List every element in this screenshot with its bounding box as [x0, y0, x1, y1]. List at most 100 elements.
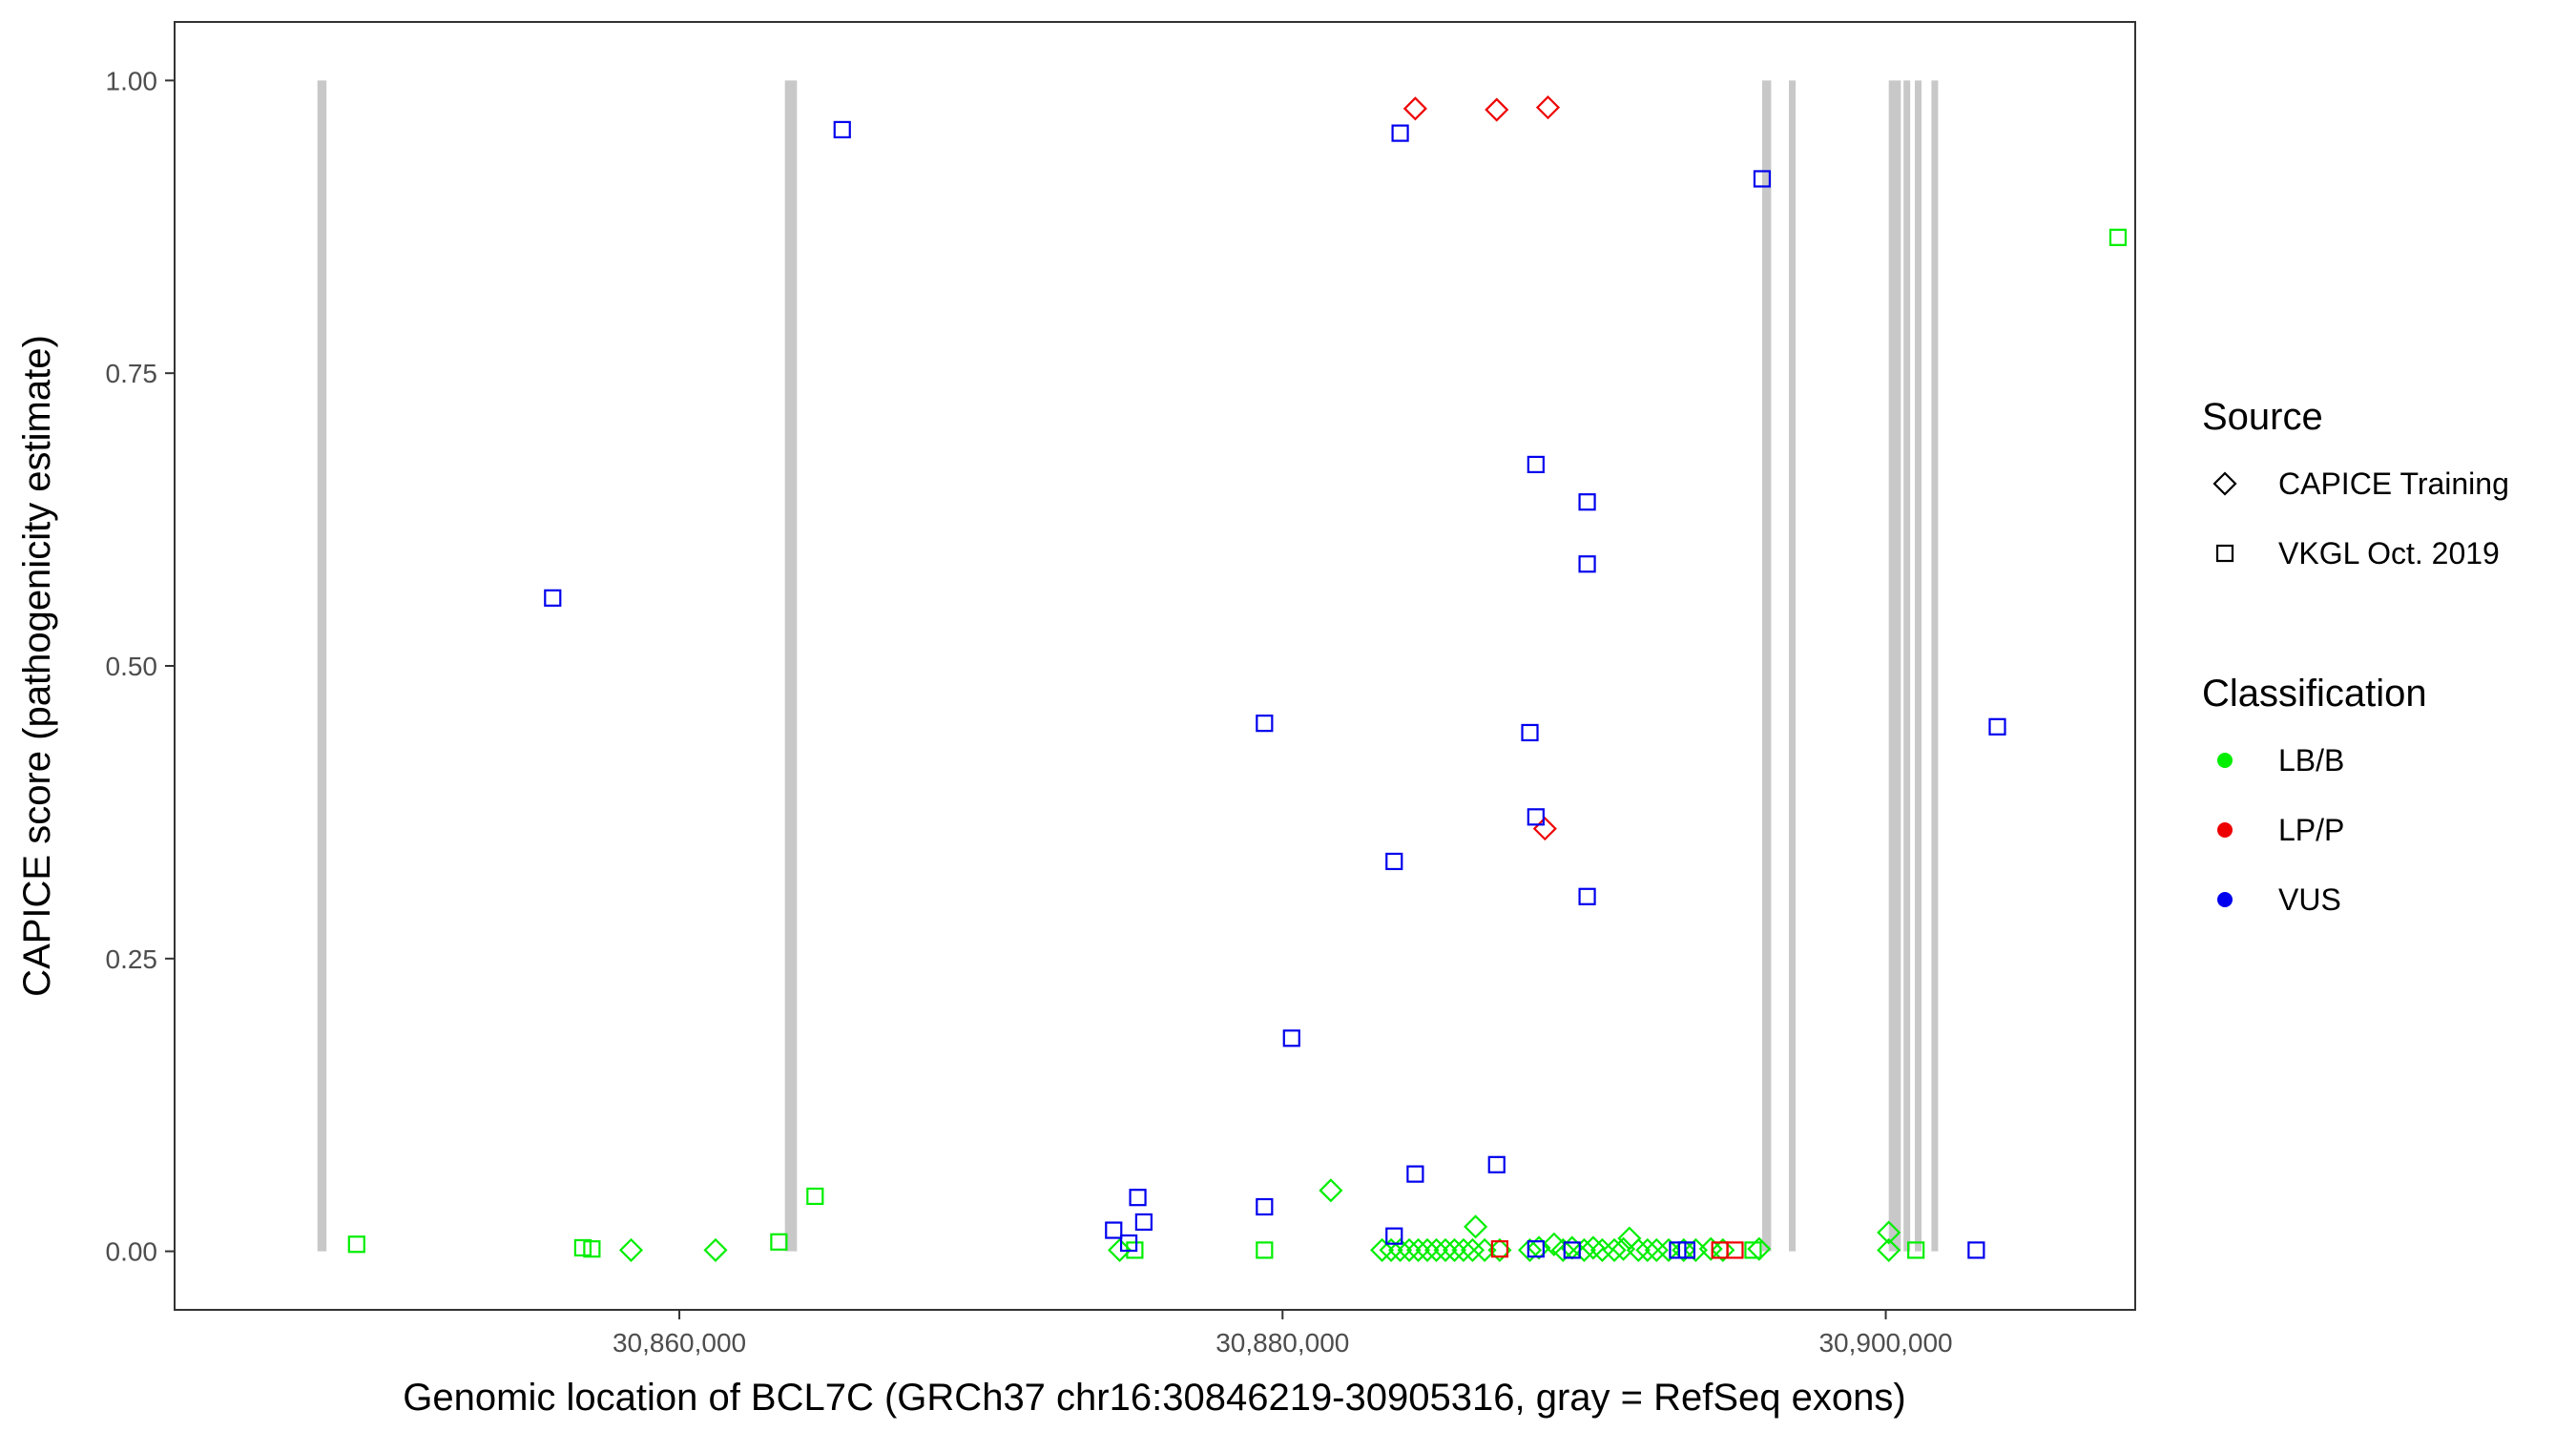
legend-title-classification: Classification	[2202, 673, 2427, 715]
data-point-60	[1105, 1221, 1123, 1239]
x-axis-title: Genomic location of BCL7C (GRCh37 chr16:…	[403, 1377, 1905, 1419]
exon-band-6	[1903, 80, 1911, 1252]
data-point-51	[1402, 96, 1427, 121]
data-point-50	[2109, 228, 2128, 246]
data-point-37	[1626, 1237, 1651, 1262]
data-point-68	[1385, 1227, 1403, 1245]
x-tick-label-1: 30,860,000	[613, 1328, 746, 1358]
data-point-18	[1423, 1237, 1449, 1262]
data-point-55	[1490, 1240, 1509, 1258]
data-point-67	[1385, 852, 1403, 871]
legend-title-source: Source	[2202, 396, 2323, 438]
data-point-47	[1877, 1220, 1901, 1245]
data-point-76	[1563, 1241, 1581, 1259]
exon-band-4	[1789, 80, 1797, 1252]
data-point-78	[1578, 555, 1596, 573]
data-point-22	[1460, 1237, 1485, 1262]
data-point-15	[1397, 1237, 1422, 1262]
data-point-64	[1256, 715, 1274, 733]
legend-label-source-1: CAPICE Training	[2278, 467, 2509, 501]
data-point-3	[583, 1240, 601, 1258]
data-point-77	[1578, 493, 1596, 511]
data-point-45	[1747, 1236, 1772, 1261]
data-point-31	[1571, 1237, 1596, 1262]
data-point-84	[1988, 717, 2006, 736]
y-axis-title: CAPICE score (pathogenicity estimate)	[16, 335, 58, 997]
data-point-52	[1485, 97, 1509, 122]
y-tick-label-2: 0.25	[106, 944, 158, 974]
legend-key-diamond	[2212, 471, 2237, 496]
data-point-6	[770, 1233, 788, 1251]
data-point-35	[1610, 1236, 1636, 1261]
data-point-38	[1635, 1237, 1660, 1262]
data-point-70	[1406, 1165, 1424, 1183]
data-point-57	[1726, 1241, 1744, 1259]
x-axis: 30,860,000 30,880,000 30,900,000	[613, 1310, 1953, 1358]
data-point-21	[1451, 1237, 1476, 1262]
data-point-13	[1379, 1237, 1403, 1262]
legend-key-dot-3	[2217, 892, 2233, 907]
data-point-14	[1388, 1237, 1413, 1262]
data-point-59	[833, 120, 851, 139]
data-point-82	[1753, 170, 1772, 188]
data-point-62	[1129, 1189, 1147, 1207]
data-point-71	[1487, 1155, 1506, 1173]
exon-bands	[317, 80, 1939, 1252]
data-point-10	[1256, 1241, 1274, 1259]
exon-band-2	[784, 80, 798, 1252]
data-point-11	[1319, 1178, 1343, 1203]
data-points	[347, 95, 2128, 1262]
exon-band-8	[1931, 80, 1939, 1252]
data-point-20	[1442, 1237, 1467, 1262]
data-point-61	[1119, 1234, 1138, 1253]
legend-key-dot-2	[2217, 822, 2233, 838]
legend-key-dot-1	[2217, 753, 2233, 768]
data-point-72	[1521, 723, 1539, 742]
legend-key-square	[2215, 544, 2234, 563]
data-point-4	[618, 1237, 644, 1262]
data-point-16	[1405, 1237, 1431, 1262]
data-point-27	[1527, 1235, 1551, 1260]
data-point-7	[806, 1187, 824, 1206]
data-point-2	[573, 1238, 592, 1257]
data-point-49	[1907, 1241, 1925, 1259]
y-tick-label-3: 0.50	[106, 652, 158, 681]
data-point-80	[1669, 1241, 1687, 1259]
y-tick-label-1: 0.00	[106, 1237, 158, 1267]
exon-band-3	[1761, 80, 1772, 1252]
y-axis: 0.00 0.25 0.50 0.75 1.00	[106, 66, 175, 1267]
data-point-32	[1581, 1235, 1606, 1260]
data-point-53	[1535, 95, 1561, 120]
data-point-66	[1282, 1029, 1300, 1047]
legend-label-classification-2: LP/P	[2278, 813, 2344, 847]
x-tick-label-2: 30,880,000	[1215, 1328, 1349, 1358]
data-point-74	[1527, 808, 1545, 826]
y-tick-label-5: 1.00	[106, 66, 158, 95]
data-point-81	[1677, 1241, 1696, 1259]
data-point-39	[1644, 1237, 1669, 1262]
data-point-46	[1744, 1241, 1762, 1259]
data-point-23	[1464, 1214, 1488, 1239]
data-point-48	[1877, 1237, 1901, 1262]
data-point-69	[1391, 124, 1409, 142]
data-point-29	[1550, 1237, 1575, 1262]
exon-band-5	[1888, 80, 1901, 1252]
exon-band-1	[317, 80, 327, 1252]
legend-label-classification-3: VUS	[2278, 882, 2341, 917]
data-point-12	[1370, 1237, 1395, 1262]
data-point-65	[1256, 1197, 1274, 1216]
data-point-34	[1602, 1237, 1627, 1262]
exon-band-7	[1915, 80, 1922, 1252]
data-point-33	[1589, 1237, 1614, 1262]
data-point-26	[1517, 1237, 1543, 1262]
data-point-1	[347, 1235, 365, 1254]
data-point-41	[1672, 1237, 1696, 1262]
data-point-58	[544, 589, 562, 607]
legend-label-source-2: VKGL Oct. 2019	[2278, 536, 2500, 570]
y-tick-label-4: 0.75	[106, 359, 158, 388]
legend: Source CAPICE Training VKGL Oct. 2019 Class…	[2202, 396, 2509, 917]
data-point-79	[1578, 887, 1596, 905]
x-tick-label-3: 30,900,000	[1818, 1328, 1952, 1358]
